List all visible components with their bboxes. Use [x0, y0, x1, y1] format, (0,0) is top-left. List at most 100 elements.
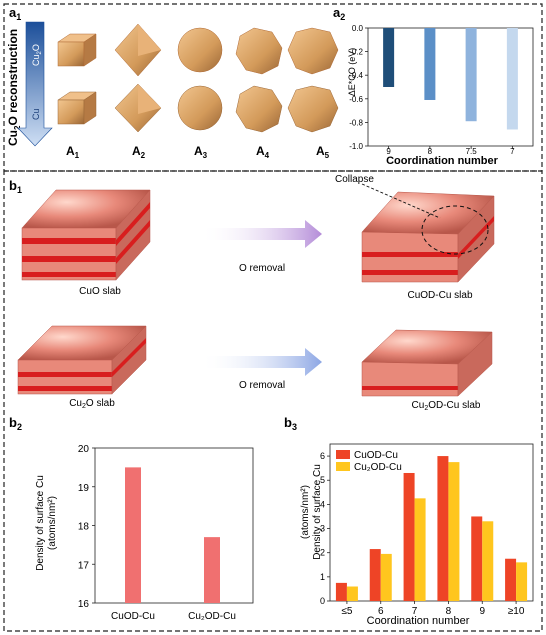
collapse-label: Collapse [335, 174, 374, 185]
b3-bar-cuod [335, 582, 347, 601]
chart-b3: Density of surface Cu (atoms/nm²) Coordi… [300, 443, 534, 627]
a2-ytick-label: -0.6 [349, 95, 363, 104]
b2-ytick-label: 17 [78, 560, 90, 571]
b2-ytick-label: 19 [78, 483, 90, 494]
b3-ytick-label: 1 [320, 572, 325, 582]
b3-ytick-label: 4 [320, 499, 325, 509]
b3-xlabel: Coordination number [367, 615, 470, 627]
b3-bar-cu2od [448, 462, 460, 601]
b2-ytick-label: 18 [78, 522, 90, 533]
panel-label-b3: b3 [284, 415, 297, 432]
a2-bar [383, 28, 395, 87]
cuod-slab-model [361, 183, 495, 283]
b3-xtick-label: ≥10 [508, 606, 525, 617]
b2-ytick-label: 16 [78, 599, 90, 610]
model-label-A1: A1 [66, 144, 80, 160]
b3-ytick-label: 3 [320, 524, 325, 534]
a2-bar [424, 28, 436, 100]
chart-b2: Density of surface Cu (atoms/nm²) 16 17 18… [35, 444, 254, 622]
b3-legend-swatch [336, 462, 350, 471]
reconstruction-arrow [17, 21, 53, 147]
b3-ytick-label: 2 [320, 548, 325, 558]
b3-xtick-label: 7 [412, 606, 418, 617]
arrow-label-cu2o: Cu2O [31, 44, 43, 66]
a2-ytick-label: -0.8 [349, 118, 363, 127]
o-removal-label-top: O removal [239, 263, 285, 274]
a2-ytick-label: -0.4 [349, 71, 363, 80]
a2-xtick-label: 7 [510, 147, 515, 156]
a2-ytick-label: -0.2 [349, 48, 363, 57]
model-A4 [235, 27, 283, 133]
cuo-slab-model [21, 189, 151, 281]
slab-panel: O removal O removal Collapse CuO slab Cu… [17, 174, 495, 412]
a2-plot-frame [367, 27, 534, 147]
model-A2 [114, 23, 162, 133]
panel-label-a1: a1 [9, 5, 21, 22]
b3-bar-cu2od [482, 521, 494, 601]
b2-bar [125, 467, 141, 603]
b3-bar-cuod [505, 558, 517, 601]
o-removal-arrow-bottom [200, 348, 322, 376]
b3-ylabel-line2: (atoms/nm²) [300, 485, 311, 539]
a2-xlabel: Coordination number [386, 155, 499, 167]
b3-ylabel-line1: Density of surface Cu [312, 464, 323, 560]
a2-ytick-label: -1.0 [349, 142, 363, 151]
o-removal-arrow-top [200, 220, 322, 248]
panel-label-a2: a2 [333, 5, 345, 22]
model-label-A3: A3 [194, 144, 208, 160]
b2-ytick-label: 20 [78, 444, 90, 455]
panel-label-b1: b1 [9, 178, 22, 195]
b3-bar-cuod [403, 472, 415, 601]
panel-a-frame [3, 3, 543, 172]
a2-ytick-label: 0.0 [352, 24, 364, 33]
b2-xtick-label: CuOD-Cu [111, 611, 155, 622]
cuo-slab-label: CuO slab [79, 286, 121, 297]
collapse-region [421, 205, 489, 255]
model-label-A5: A5 [316, 144, 330, 160]
chart-a2: Coordination number ΔE*CO (eV) 0.0 -0.2 -0… [347, 24, 534, 167]
b3-ytick-label: 6 [320, 451, 325, 461]
b3-xtick-label: 6 [378, 606, 384, 617]
b3-bar-cu2od [380, 553, 392, 601]
cu2o-slab-label: Cu2O slab [69, 398, 115, 410]
b3-bar-cu2od [414, 498, 426, 601]
b3-bar-cu2od [346, 586, 358, 601]
b3-legend-label: Cu₂OD-Cu [354, 462, 402, 473]
b3-bar-cuod [471, 516, 483, 601]
model-label-A2: A2 [132, 144, 146, 160]
b3-xtick-label: 8 [446, 606, 452, 617]
reconstruction-panel: Cu2O reconstruction Cu2O Cu [6, 21, 339, 160]
collapse-leader-line [361, 183, 441, 219]
b2-ylabel-line1: Density of surface Cu [35, 475, 46, 571]
b3-xtick-label: ≤5 [341, 606, 352, 617]
model-A1 [57, 33, 97, 125]
reconstruction-side-label: Cu2O reconstruction [6, 29, 22, 146]
b2-xtick-label: Cu₂OD-Cu [188, 611, 236, 622]
b3-bar-cu2od [516, 562, 528, 601]
a2-xtick-label: 8 [428, 147, 433, 156]
a2-bar [465, 28, 477, 122]
b3-ytick-label: 0 [320, 596, 325, 606]
cu2od-slab-label: Cu2OD-Cu slab [412, 400, 481, 412]
b3-bar-cuod [437, 456, 449, 601]
cuod-slab-label: CuOD-Cu slab [407, 290, 472, 301]
model-label-A4: A4 [256, 144, 270, 160]
arrow-label-cu: Cu [31, 108, 41, 120]
b3-plot-frame [329, 443, 534, 602]
b3-legend-label: CuOD-Cu [354, 450, 398, 461]
o-removal-label-bottom: O removal [239, 380, 285, 391]
a2-ylabel: ΔE*CO (eV) [347, 48, 357, 97]
cu2o-slab-model [17, 325, 147, 395]
b2-bar [204, 537, 220, 603]
model-A3 [177, 27, 223, 131]
b3-ytick-label: 5 [320, 475, 325, 485]
b3-xtick-label: 9 [479, 606, 485, 617]
a2-xtick-label: 7.5 [466, 147, 478, 156]
panel-label-b2: b2 [9, 415, 22, 432]
b3-legend-swatch [336, 450, 350, 459]
b3-bar-cuod [369, 549, 381, 601]
panel-b-frame [3, 170, 543, 632]
a2-bar [506, 28, 518, 130]
model-A5 [287, 27, 339, 133]
